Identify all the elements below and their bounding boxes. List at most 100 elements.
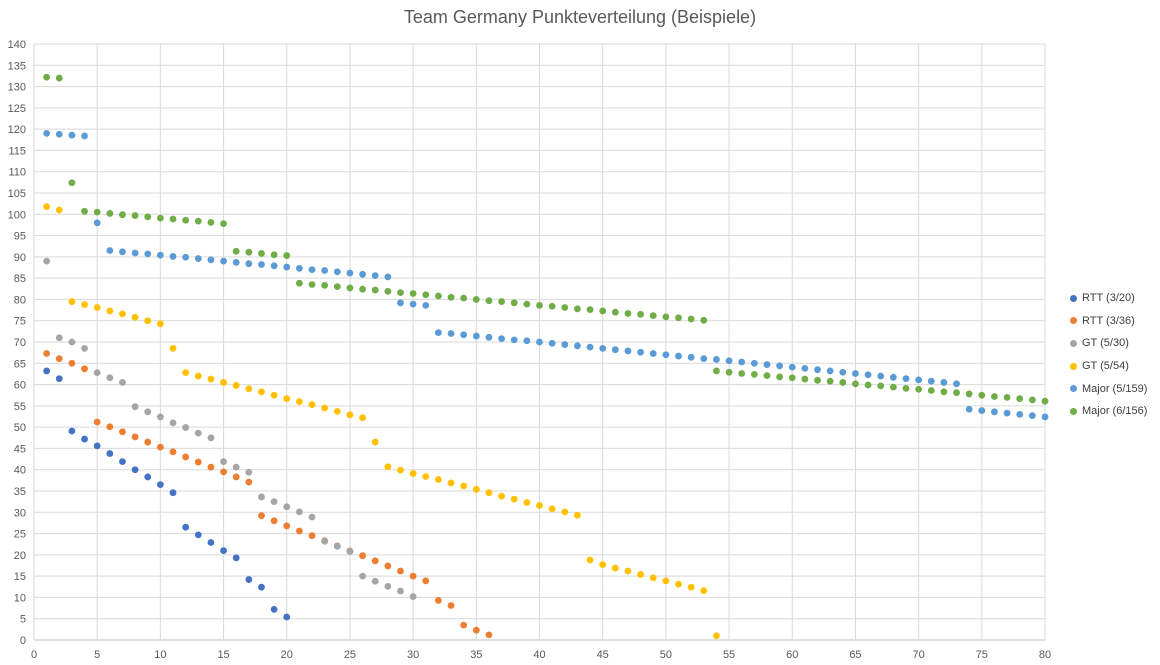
data-point: [852, 370, 859, 377]
data-point: [788, 374, 796, 382]
data-point: [182, 424, 190, 431]
data-point: [295, 264, 303, 272]
data-point: [738, 358, 746, 366]
y-tick-label: 60: [14, 380, 26, 392]
data-point: [561, 304, 569, 311]
x-tick-label: 45: [597, 649, 609, 661]
data-point: [435, 292, 442, 300]
data-point: [283, 395, 291, 403]
data-point: [232, 247, 240, 255]
x-tick-label: 5: [94, 649, 100, 661]
data-point: [93, 442, 101, 450]
x-tick-label: 60: [786, 649, 798, 661]
data-point: [801, 364, 809, 372]
data-point: [119, 428, 126, 436]
y-tick-label: 20: [14, 550, 26, 562]
data-point: [182, 453, 190, 461]
series-2: [43, 257, 417, 600]
data-point: [295, 398, 303, 405]
data-point: [119, 310, 126, 318]
data-point: [435, 476, 442, 483]
data-point: [599, 307, 607, 315]
data-point: [270, 498, 278, 506]
data-point: [144, 213, 152, 221]
data-point: [131, 249, 139, 257]
data-point: [409, 290, 417, 297]
data-point: [245, 385, 253, 393]
data-point: [156, 320, 164, 328]
data-point: [359, 285, 366, 293]
data-point: [93, 219, 101, 227]
data-point: [561, 341, 569, 348]
data-point: [93, 208, 101, 216]
data-point: [649, 350, 657, 357]
data-point: [169, 448, 177, 456]
y-tick-label: 90: [14, 252, 26, 264]
x-tick-label: 30: [407, 649, 419, 661]
data-point: [902, 375, 910, 383]
data-point: [43, 130, 51, 137]
data-point: [991, 408, 998, 416]
data-point: [877, 382, 885, 390]
data-point: [359, 414, 366, 422]
data-point: [81, 365, 88, 373]
y-tick-label: 140: [8, 39, 26, 51]
data-point: [750, 370, 758, 378]
data-point: [940, 388, 948, 396]
data-point: [839, 368, 847, 376]
data-point: [81, 301, 88, 308]
data-point: [346, 284, 354, 292]
data-point: [902, 385, 910, 392]
data-point: [991, 393, 998, 400]
data-point: [119, 458, 126, 466]
y-tick-label: 10: [14, 592, 26, 604]
data-point: [220, 547, 227, 554]
data-point: [333, 283, 341, 291]
data-point: [346, 269, 354, 277]
data-point: [384, 463, 392, 471]
data-point: [965, 390, 973, 398]
data-point: [472, 332, 480, 340]
data-point: [662, 351, 670, 359]
data-point: [283, 613, 291, 621]
y-tick-label: 115: [8, 145, 26, 157]
data-point: [220, 458, 227, 466]
data-point: [586, 306, 594, 314]
data-point: [258, 261, 265, 268]
legend-item: GT (5/30): [1070, 332, 1147, 355]
data-point: [586, 343, 594, 351]
data-point: [713, 356, 720, 363]
data-point: [245, 576, 253, 583]
data-point: [397, 567, 404, 575]
data-point: [864, 381, 872, 389]
data-point: [599, 561, 607, 569]
legend-item: Major (6/156): [1070, 400, 1147, 423]
data-point: [194, 531, 202, 539]
data-point: [81, 207, 88, 215]
data-point: [258, 250, 265, 257]
data-point: [750, 359, 758, 367]
data-point: [687, 583, 695, 591]
data-point: [889, 373, 897, 381]
data-point: [68, 298, 76, 305]
data-point: [409, 572, 417, 580]
gridlines: [33, 43, 1046, 641]
data-point: [1016, 395, 1024, 403]
data-point: [409, 300, 417, 308]
data-point: [43, 257, 51, 265]
data-point: [915, 376, 923, 384]
x-tick-label: 80: [1039, 649, 1051, 661]
data-point: [194, 429, 202, 437]
y-tick-label: 45: [14, 443, 26, 455]
data-point: [447, 479, 455, 487]
legend-marker: [1070, 294, 1077, 302]
data-point: [169, 253, 177, 260]
data-point: [207, 463, 215, 471]
data-point: [55, 334, 63, 342]
x-tick-label: 10: [154, 649, 166, 661]
data-point: [245, 478, 253, 486]
y-tick-label: 0: [20, 635, 26, 647]
data-point: [561, 508, 569, 516]
data-point: [700, 587, 708, 595]
data-point: [144, 438, 152, 446]
